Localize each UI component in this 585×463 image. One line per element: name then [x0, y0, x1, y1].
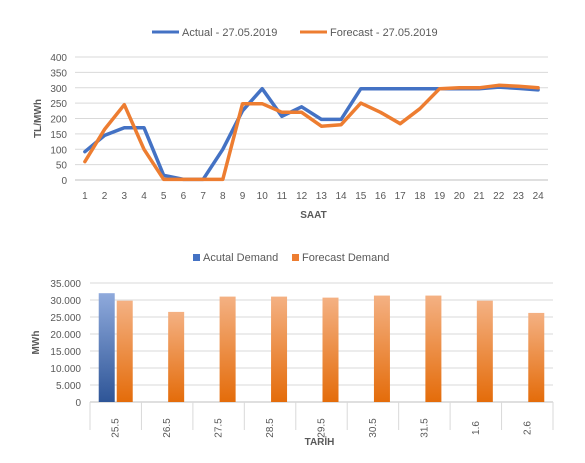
bar-1-2.6 [528, 312, 545, 402]
x-tick-label: 6 [181, 191, 187, 202]
x-tick-label: 26.5 [162, 418, 173, 438]
x-tick-label: 29.5 [317, 418, 328, 438]
line-legend: Actual - 27.05.2019 Forecast - 27.05.2019 [152, 27, 438, 39]
y-tick-label: 0 [75, 398, 81, 409]
y-tick-label: 300 [50, 84, 67, 95]
x-tick-label: 23 [513, 191, 525, 202]
legend-label-0: Acutal Demand [203, 252, 278, 264]
legend-label-0: Actual - 27.05.2019 [182, 27, 277, 39]
x-tick-label: 22 [493, 191, 505, 202]
x-tick-label: 13 [316, 191, 328, 202]
bar-1-28.5 [271, 296, 288, 402]
x-tick-label: 17 [395, 191, 407, 202]
x-tick-label: 11 [277, 191, 288, 202]
x-tick-label: 24 [533, 191, 545, 202]
legend-swatch-0 [193, 254, 200, 261]
bar-1-27.5 [219, 296, 236, 402]
y-tick-label: 150 [50, 130, 67, 141]
bar-legend: Acutal Demand Forecast Demand [193, 252, 389, 264]
x-tick-label: 2.6 [522, 421, 533, 435]
x-tick-label: 14 [336, 191, 348, 202]
bar-1-25.5 [116, 300, 133, 402]
bar-1-29.5 [322, 297, 339, 402]
x-tick-label: 12 [296, 191, 308, 202]
x-tick-label: 30.5 [368, 418, 379, 438]
x-tick-label: 15 [355, 191, 367, 202]
bar-0-25.5 [98, 293, 115, 402]
y-tick-label: 30.000 [50, 296, 81, 307]
x-tick-label: 3 [121, 191, 127, 202]
x-tick-label: 5 [161, 191, 167, 202]
x-tick-label: 1 [82, 191, 88, 202]
y-axis-title: MWh [31, 331, 42, 355]
y-tick-label: 20.000 [50, 330, 81, 341]
x-tick-label: 25.5 [111, 418, 122, 438]
bar-1-31.5 [425, 295, 442, 402]
y-tick-label: 35.000 [50, 279, 81, 290]
y-tick-label: 5.000 [56, 381, 81, 392]
x-tick-label: 2 [102, 191, 108, 202]
x-tick-label: 18 [414, 191, 426, 202]
bar-1-26.5 [168, 311, 185, 402]
y-tick-label: 350 [50, 68, 67, 79]
x-axis-title: SAAT [300, 210, 326, 221]
series-line-1 [83, 83, 540, 182]
legend-swatch-1 [292, 254, 299, 261]
x-tick-label: 8 [220, 191, 226, 202]
line-chart: Actual - 27.05.2019 Forecast - 27.05.2019… [33, 27, 548, 221]
x-tick-label: 10 [257, 191, 269, 202]
y-tick-label: 25.000 [50, 313, 81, 324]
y-axis-title: TL/MWh [33, 99, 44, 138]
bar-1-1.6 [476, 300, 493, 402]
bar-chart: Acutal Demand Forecast Demand 0 5.000 10.000… [31, 252, 554, 448]
y-tick-label: 200 [50, 115, 67, 126]
y-tick-label: 100 [50, 145, 67, 156]
x-tick-label: 27.5 [214, 418, 225, 438]
x-tick-label: 1.6 [471, 421, 482, 435]
bar-1-30.5 [373, 295, 390, 402]
x-tick-label: 19 [434, 191, 446, 202]
x-tick-label: 4 [141, 191, 147, 202]
y-tick-label: 15.000 [50, 347, 81, 358]
y-tick-label: 50 [56, 161, 68, 172]
x-axis-title: TARİH [305, 435, 335, 448]
x-tick-label: 7 [200, 191, 206, 202]
x-tick-label: 20 [454, 191, 466, 202]
y-tick-label: 10.000 [50, 364, 81, 375]
y-tick-label: 250 [50, 99, 67, 110]
x-tick-label: 16 [375, 191, 387, 202]
x-tick-label: 9 [240, 191, 246, 202]
x-tick-label: 28.5 [265, 418, 276, 438]
legend-label-1: Forecast Demand [302, 252, 389, 264]
x-tick-label: 31.5 [419, 418, 430, 438]
y-tick-label: 400 [50, 53, 67, 64]
y-tick-label: 0 [61, 176, 67, 187]
legend-label-1: Forecast - 27.05.2019 [330, 27, 438, 39]
x-tick-label: 21 [473, 191, 485, 202]
